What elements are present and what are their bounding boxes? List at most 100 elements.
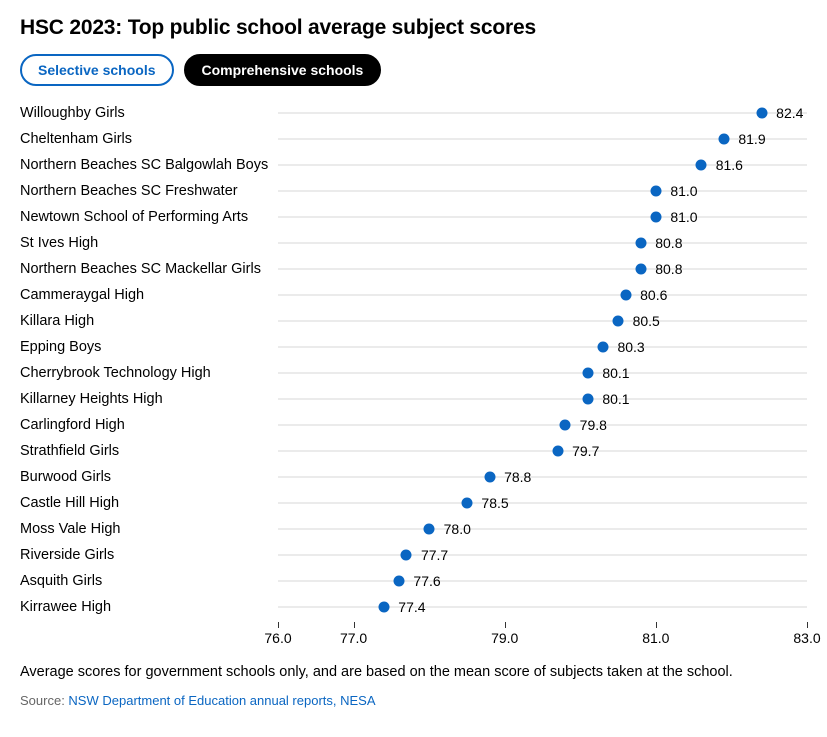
row-label: Kirrawee High <box>20 599 278 615</box>
row-track: 77.4 <box>278 594 807 620</box>
row-track: 82.4 <box>278 100 807 126</box>
gridline <box>278 503 807 504</box>
data-point-value: 82.4 <box>776 105 803 121</box>
tab-comprehensive-schools[interactable]: Comprehensive schools <box>184 54 382 86</box>
data-point-value: 77.6 <box>413 573 440 589</box>
data-point-value: 81.6 <box>716 157 743 173</box>
row-track: 78.8 <box>278 464 807 490</box>
row-label: Cherrybrook Technology High <box>20 365 278 381</box>
row-label: Strathfield Girls <box>20 443 278 459</box>
x-tick <box>505 622 506 628</box>
gridline <box>278 295 807 296</box>
gridline <box>278 425 807 426</box>
row-track: 81.6 <box>278 152 807 178</box>
row-track: 79.8 <box>278 412 807 438</box>
data-point-dot <box>756 108 767 119</box>
data-point-value: 78.5 <box>481 495 508 511</box>
data-point-dot <box>635 264 646 275</box>
row-track: 80.5 <box>278 308 807 334</box>
row-label: Epping Boys <box>20 339 278 355</box>
row-track: 80.1 <box>278 360 807 386</box>
chart-footnote: Average scores for government schools on… <box>20 664 807 680</box>
gridline <box>278 581 807 582</box>
tab-group: Selective schools Comprehensive schools <box>20 54 807 86</box>
row-track: 80.1 <box>278 386 807 412</box>
source-prefix: Source: <box>20 693 68 708</box>
row-track: 81.0 <box>278 204 807 230</box>
chart-row: Castle Hill High 78.5 <box>20 490 807 516</box>
row-track: 80.8 <box>278 230 807 256</box>
chart-row: Strathfield Girls79.7 <box>20 438 807 464</box>
data-point-value: 80.3 <box>617 339 644 355</box>
x-tick-label: 81.0 <box>642 630 669 646</box>
row-label: Killara High <box>20 313 278 329</box>
row-track: 78.0 <box>278 516 807 542</box>
row-label: Northern Beaches SC Mackellar Girls <box>20 261 278 277</box>
dot-plot-chart: Willoughby Girls 82.4 Cheltenham Girls 81.9… <box>20 100 807 620</box>
gridline <box>278 113 807 114</box>
chart-row: St Ives High80.8 <box>20 230 807 256</box>
chart-source: Source: NSW Department of Education annu… <box>20 693 807 708</box>
data-point-value: 80.6 <box>640 287 667 303</box>
data-point-dot <box>461 498 472 509</box>
x-tick <box>656 622 657 628</box>
data-point-value: 81.0 <box>670 183 697 199</box>
data-point-value: 80.8 <box>655 261 682 277</box>
data-point-dot <box>620 290 631 301</box>
row-label: Moss Vale High <box>20 521 278 537</box>
data-point-dot <box>484 472 495 483</box>
data-point-value: 78.8 <box>504 469 531 485</box>
gridline <box>278 555 807 556</box>
row-track: 80.3 <box>278 334 807 360</box>
data-point-dot <box>582 368 593 379</box>
data-point-dot <box>718 134 729 145</box>
gridline <box>278 399 807 400</box>
row-label: Asquith Girls <box>20 573 278 589</box>
row-track: 77.6 <box>278 568 807 594</box>
chart-row: Cherrybrook Technology High80.1 <box>20 360 807 386</box>
chart-row: Newtown School of Performing Arts81.0 <box>20 204 807 230</box>
gridline <box>278 607 807 608</box>
data-point-value: 79.8 <box>580 417 607 433</box>
chart-row: Cheltenham Girls 81.9 <box>20 126 807 152</box>
data-point-dot <box>424 524 435 535</box>
data-point-dot <box>613 316 624 327</box>
gridline <box>278 243 807 244</box>
gridline <box>278 477 807 478</box>
gridline <box>278 347 807 348</box>
data-point-dot <box>401 550 412 561</box>
row-label: Northern Beaches SC Freshwater <box>20 183 278 199</box>
row-label: Carlingford High <box>20 417 278 433</box>
row-label: Castle Hill High <box>20 495 278 511</box>
data-point-dot <box>597 342 608 353</box>
row-track: 80.6 <box>278 282 807 308</box>
chart-row: Moss Vale High 78.0 <box>20 516 807 542</box>
row-track: 81.0 <box>278 178 807 204</box>
row-label: Willoughby Girls <box>20 105 278 121</box>
row-label: Cheltenham Girls <box>20 131 278 147</box>
data-point-value: 78.0 <box>444 521 471 537</box>
data-point-value: 80.5 <box>633 313 660 329</box>
row-track: 77.7 <box>278 542 807 568</box>
data-point-dot <box>582 394 593 405</box>
data-point-value: 77.4 <box>398 599 425 615</box>
data-point-value: 81.9 <box>738 131 765 147</box>
chart-row: Burwood Girls 78.8 <box>20 464 807 490</box>
gridline <box>278 373 807 374</box>
data-point-value: 80.1 <box>602 391 629 407</box>
chart-row: Northern Beaches SC Mackellar Girls 80.8 <box>20 256 807 282</box>
row-track: 79.7 <box>278 438 807 464</box>
tab-selective-schools[interactable]: Selective schools <box>20 54 174 86</box>
source-link[interactable]: NSW Department of Education annual repor… <box>68 693 375 708</box>
data-point-value: 80.8 <box>655 235 682 251</box>
x-tick <box>807 622 808 628</box>
row-label: Burwood Girls <box>20 469 278 485</box>
row-track: 81.9 <box>278 126 807 152</box>
data-point-dot <box>696 160 707 171</box>
chart-row: Epping Boys 80.3 <box>20 334 807 360</box>
gridline <box>278 451 807 452</box>
x-tick-label: 76.0 <box>264 630 291 646</box>
data-point-dot <box>560 420 571 431</box>
row-label: Cammeraygal High <box>20 287 278 303</box>
x-tick-label: 77.0 <box>340 630 367 646</box>
